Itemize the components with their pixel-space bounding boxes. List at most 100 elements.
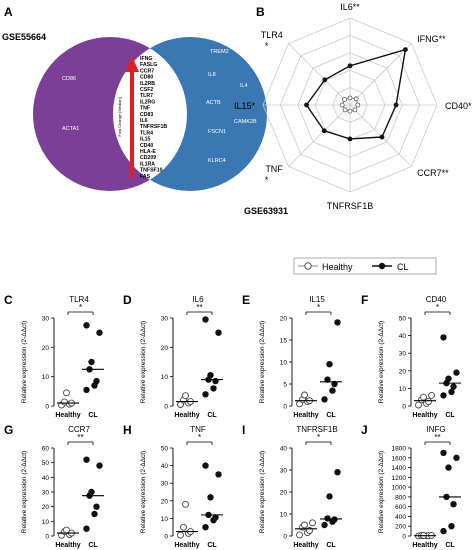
significance-mark: * xyxy=(317,303,320,312)
point-cl xyxy=(215,329,222,336)
plot-title: TNF xyxy=(190,425,206,434)
venn-intersection xyxy=(113,37,187,191)
point-cl xyxy=(212,377,219,385)
shared-gene-list: IFNGFASLGCCR7CD80IL2RBCSF2TLR7IL2RGTNFCD… xyxy=(140,56,167,180)
y-tick-label: 400 xyxy=(395,514,406,521)
point-healthy xyxy=(428,391,435,399)
x-category-label: Healthy xyxy=(174,542,199,549)
radar-point-healthy xyxy=(352,107,358,113)
point-cl xyxy=(83,456,90,463)
shared-gene: HLA-E xyxy=(140,149,156,155)
radar-axis-label: TNF xyxy=(265,164,283,174)
y-tick-label: 0 xyxy=(402,534,406,541)
x-category-label: CL xyxy=(445,542,455,549)
point-cl xyxy=(448,523,455,530)
panel-b-letter: B xyxy=(256,5,265,19)
point-cl xyxy=(88,358,95,366)
x-category-label: Healthy xyxy=(412,542,437,549)
point-cl xyxy=(83,386,90,394)
y-tick-label: 20 xyxy=(280,490,288,497)
point-cl xyxy=(207,494,214,501)
panel-letter: H xyxy=(123,423,132,437)
panel-f-dotplot: F CD40 0 10 20 30 40 50 Relative expression (2-Δ… xyxy=(361,293,461,419)
point-cl xyxy=(91,510,98,518)
y-tick-label: 0 xyxy=(283,534,287,541)
point-healthy xyxy=(63,389,70,397)
y-tick-label: 0 xyxy=(164,404,168,411)
radar-point-healthy xyxy=(342,107,348,113)
radar-point-healthy xyxy=(355,102,361,108)
y-tick-label: 50 xyxy=(42,460,50,467)
significance-mark: * xyxy=(436,303,439,312)
x-category-label: CL xyxy=(326,542,336,549)
point-healthy xyxy=(425,398,432,406)
right-set-name: GSE63931 xyxy=(244,206,288,216)
right-gene: KLRC4 xyxy=(208,158,226,164)
x-category-label: CL xyxy=(207,412,217,419)
right-gene: FSCN1 xyxy=(208,129,226,135)
radar-point-healthy xyxy=(347,108,353,114)
y-tick-label: 30 xyxy=(42,316,50,323)
right-gene: IL8 xyxy=(208,72,216,78)
x-category-label: CL xyxy=(326,412,336,419)
point-cl xyxy=(453,454,460,461)
radar-spoke xyxy=(349,43,412,106)
point-cl xyxy=(324,376,331,383)
radar-point-healthy xyxy=(347,95,353,101)
plot-title: INFG xyxy=(426,425,445,434)
point-cl xyxy=(453,369,460,376)
y-tick-label: 10 xyxy=(280,512,288,519)
y-axis-label: Relative expression (2-ΔΔct) xyxy=(21,321,28,403)
point-healthy xyxy=(309,519,316,527)
y-tick-label: 30 xyxy=(399,351,407,358)
y-tick-label: 10 xyxy=(42,374,50,381)
point-cl xyxy=(450,383,457,390)
point-cl xyxy=(334,319,341,326)
radar-point-cl xyxy=(379,134,385,140)
panel-i-dotplot: I TNFRSF1B 0 10 20 30 40 Relative expression (2… xyxy=(242,423,342,549)
significance-mark: ** xyxy=(196,303,202,312)
shared-gene: CCR7 xyxy=(140,68,154,74)
panel-j-dotplot: J INFG 0 200 400 600 800 1000 1200 1400 1600 1800 Re… xyxy=(361,423,461,549)
y-tick-label: 10 xyxy=(42,519,50,526)
x-category-label: CL xyxy=(88,412,98,419)
x-category-label: Healthy xyxy=(293,412,318,419)
radar-axis-label: IL6** xyxy=(340,2,360,12)
fold-change-label: Fold Change [Median] xyxy=(117,97,122,136)
radar-point-cl xyxy=(393,102,399,108)
y-tick-label: 0 xyxy=(45,534,49,541)
radar-point-healthy xyxy=(339,102,345,108)
radar-spoke xyxy=(288,104,351,167)
significance-mark: * xyxy=(317,433,320,442)
y-tick-label: 20 xyxy=(161,498,169,505)
left-set-name: GSE55664 xyxy=(2,32,46,42)
panel-letter: F xyxy=(361,293,368,307)
y-tick-label: 40 xyxy=(161,463,169,470)
x-category-label: Healthy xyxy=(412,412,437,419)
radar-point-cl xyxy=(322,77,328,83)
shared-gene: IL15 xyxy=(140,137,150,143)
point-healthy xyxy=(180,523,187,531)
y-tick-label: 20 xyxy=(399,368,407,375)
y-axis-label: Relative expression (2-ΔΔct) xyxy=(259,321,266,403)
point-cl xyxy=(88,488,95,496)
point-cl xyxy=(321,521,328,529)
shared-gene: IL2RG xyxy=(140,99,155,105)
radar-point-cl xyxy=(347,63,353,69)
legend-cl-label: CL xyxy=(397,262,409,272)
radar-axis-label: TNFRSF1B xyxy=(327,201,374,211)
point-cl xyxy=(207,372,214,379)
radar-series-cl xyxy=(305,48,407,140)
point-cl xyxy=(440,449,447,457)
panel-letter: I xyxy=(242,423,245,437)
x-category-label: CL xyxy=(88,542,98,549)
left-gene-cd86: CD86 xyxy=(62,76,76,82)
point-healthy xyxy=(61,398,68,406)
significance-mark: * xyxy=(79,303,82,312)
point-cl xyxy=(448,388,455,396)
right-gene-list: TREM2 IL8 IL4 ACTB CAMK2B FSCN1 KLRC4 xyxy=(206,49,257,164)
fold-change-arrow-head xyxy=(125,56,139,72)
point-healthy xyxy=(301,391,308,399)
point-cl xyxy=(445,375,452,382)
point-cl xyxy=(329,387,336,394)
